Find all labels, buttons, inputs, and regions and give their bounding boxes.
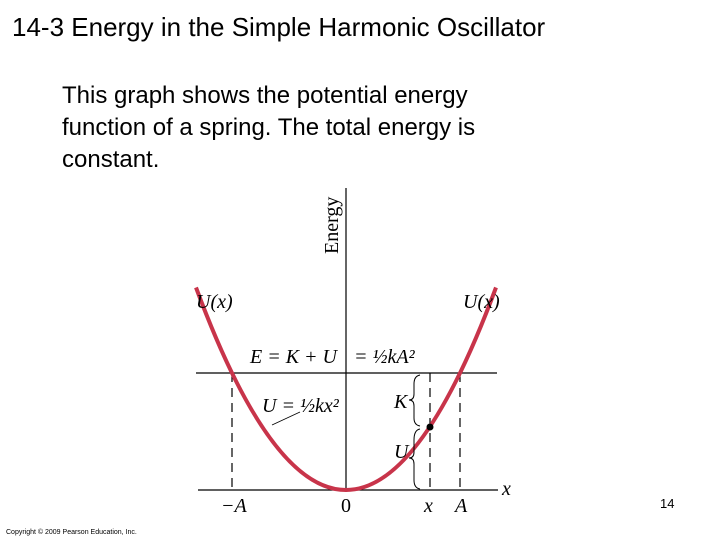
brace-label: K xyxy=(393,391,409,413)
body-line: constant. xyxy=(62,146,160,173)
potential-brace xyxy=(408,428,421,490)
curve-label: U(x) xyxy=(196,291,233,313)
body-line: function of a spring. The total energy i… xyxy=(62,114,476,141)
x-axis-label: x xyxy=(501,478,511,500)
y-axis-label: Energy xyxy=(321,197,343,254)
x-tick-label: −A xyxy=(221,495,247,517)
page-number: 14 xyxy=(660,496,675,511)
x-tick-label: A xyxy=(453,495,468,517)
potential-curve xyxy=(194,286,498,492)
position-dot xyxy=(426,423,434,431)
copyright: Copyright © 2009 Pearson Education, Inc. xyxy=(6,529,137,536)
energy-value: = ½kA² xyxy=(354,346,416,368)
slide-title: 14-3 Energy in the Simple Harmonic Oscil… xyxy=(12,12,546,42)
body-text: This graph shows the potential energy fu… xyxy=(62,80,475,176)
x-tick-label: x xyxy=(423,495,433,517)
energy-label: E = K + U xyxy=(249,346,339,368)
x-tick-label: 0 xyxy=(341,495,351,517)
dashed-guides xyxy=(231,373,461,490)
kinetic-brace xyxy=(408,374,421,427)
label-leader xyxy=(271,411,301,426)
brace-label: U xyxy=(394,441,410,463)
body-line: This graph shows the potential energy xyxy=(62,82,468,109)
potential-label: U = ½kx² xyxy=(262,395,340,417)
curve-label: U(x) xyxy=(463,291,500,313)
